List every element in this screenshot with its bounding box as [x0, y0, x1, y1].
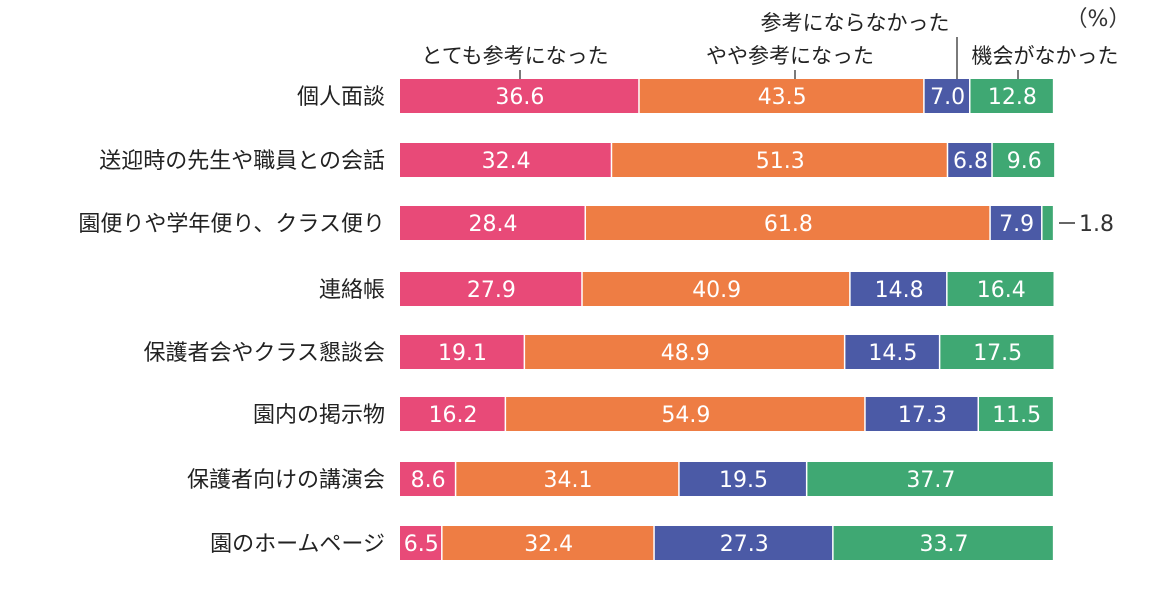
value-label: 34.1	[544, 468, 593, 493]
bar-segment	[924, 79, 970, 113]
category-label: 園のホームページ	[210, 532, 385, 557]
bar-segment	[992, 143, 1055, 177]
value-label: 28.4	[469, 212, 518, 237]
category-label: 園内の掲示物	[253, 403, 385, 428]
value-label: 14.8	[875, 278, 924, 303]
value-label: 51.3	[756, 149, 805, 174]
legend-label: やや参考になった	[706, 44, 874, 68]
value-label: 8.6	[411, 468, 446, 493]
value-label: 19.1	[438, 341, 487, 366]
bar-segment	[400, 335, 524, 369]
value-label: 61.8	[764, 212, 813, 237]
value-label: 14.5	[868, 341, 917, 366]
value-label: 40.9	[692, 278, 741, 303]
category-label: 園便りや学年便り、クラス便り	[78, 212, 385, 237]
bar-segment	[400, 462, 455, 496]
bar-segment	[442, 526, 654, 560]
legend-label: 参考にならなかった	[761, 11, 950, 35]
legend-label: とても参考になった	[421, 44, 608, 68]
bar-segment	[400, 397, 505, 431]
value-label: 11.5	[992, 403, 1041, 428]
value-label: 17.3	[898, 403, 947, 428]
value-label: 16.2	[429, 403, 478, 428]
bar-segment	[990, 206, 1042, 240]
value-label: 1.8	[1079, 212, 1114, 237]
value-label: 17.5	[973, 341, 1022, 366]
category-label: 連絡帳	[319, 278, 385, 303]
category-label: 保護者会やクラス懇談会	[143, 341, 385, 366]
value-label: 48.9	[661, 341, 710, 366]
bar-segment	[525, 335, 844, 369]
value-label: 43.5	[758, 85, 807, 110]
value-label: 27.3	[720, 532, 769, 557]
bar-segment	[582, 272, 850, 306]
bar-segment	[400, 526, 442, 560]
value-label: 6.5	[404, 532, 439, 557]
value-label: 32.4	[524, 532, 573, 557]
bar-segment	[833, 526, 1053, 560]
value-label: 7.0	[930, 85, 965, 110]
bar-segment	[850, 272, 947, 306]
bar-segment	[865, 397, 978, 431]
bar-segment	[456, 462, 679, 496]
bar-segment	[506, 397, 865, 431]
value-label: 33.7	[919, 532, 968, 557]
bar-segment	[940, 335, 1054, 369]
bar-segment	[947, 272, 1054, 306]
value-label: 9.6	[1007, 149, 1042, 174]
bar-segment	[807, 462, 1053, 496]
bar-segment	[948, 143, 992, 177]
bar-segment	[639, 79, 924, 113]
value-label: 37.7	[906, 468, 955, 493]
bar-segment	[586, 206, 990, 240]
legend-label: 機会がなかった	[972, 44, 1119, 68]
value-label: 54.9	[661, 403, 710, 428]
bar-segment	[400, 206, 585, 240]
value-label: 19.5	[719, 468, 768, 493]
value-label: 32.4	[482, 149, 531, 174]
bar-segment	[400, 79, 639, 113]
category-label: 保護者向けの講演会	[187, 468, 385, 493]
bars: 36.6 43.5 7.0 12.8 32.4 51.3 6.8 9.6 28.4 61.8 7.9…	[400, 79, 1114, 560]
category-label: 送迎時の先生や職員との会話	[99, 149, 385, 174]
bar-segment	[970, 79, 1053, 113]
bar-segment	[654, 526, 833, 560]
category-label: 個人面談	[297, 85, 385, 110]
value-label: 6.8	[953, 149, 988, 174]
value-label: 16.4	[977, 278, 1026, 303]
bar-segment	[400, 143, 611, 177]
value-label: 27.9	[467, 278, 516, 303]
bar-segment	[612, 143, 947, 177]
value-label: 36.6	[495, 85, 544, 110]
bar-segment	[679, 462, 806, 496]
value-label: 12.8	[988, 85, 1037, 110]
unit-label: （%）	[1066, 7, 1131, 32]
bar-segment	[1042, 206, 1053, 240]
value-label: 7.9	[999, 212, 1034, 237]
bar-segment	[979, 397, 1053, 431]
bar-segment	[400, 272, 582, 306]
bar-segment	[845, 335, 939, 369]
category-labels: 個人面談送迎時の先生や職員との会話園便りや学年便り、クラス便り連絡帳保護者会やク…	[78, 85, 385, 557]
